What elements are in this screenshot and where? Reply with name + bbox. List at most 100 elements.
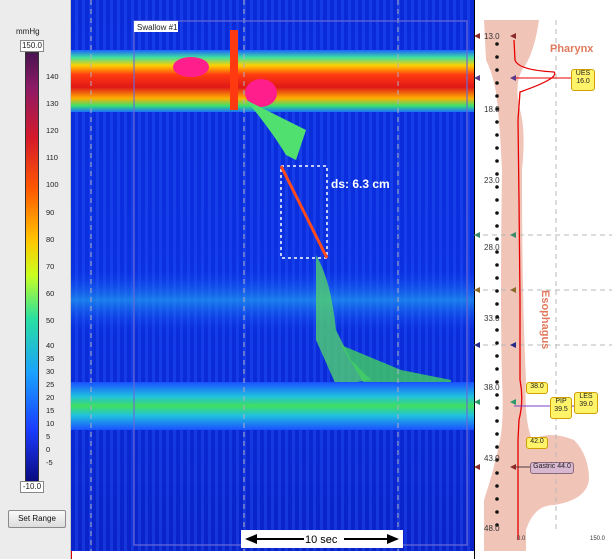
swallow-title: Swallow #1	[137, 23, 178, 32]
colorbar-tick-label: 130	[46, 99, 59, 108]
sensor-dot	[495, 341, 499, 345]
depth-label: 43.0	[484, 454, 500, 463]
anatomy-silhouette	[484, 20, 589, 551]
pip-marker[interactable]: PIP 39.5	[550, 397, 572, 419]
sensor-dot	[495, 185, 499, 189]
swallow-title-bg	[134, 21, 178, 32]
colorbar-tick-label: 50	[46, 316, 55, 325]
arrow-head-left	[245, 534, 257, 544]
sensor-dot	[495, 133, 499, 137]
marker-38[interactable]: 38.0	[526, 382, 548, 394]
pharynx-label: Pharynx	[550, 43, 594, 55]
sensor-dot	[495, 120, 499, 124]
sensor-dot	[495, 380, 499, 384]
colorbar-panel: mmHg 150.0 140 130 120 110 100 90 80 70 60 50 40 35…	[0, 0, 71, 559]
esophagus-label: Esophagus	[539, 290, 551, 349]
ues-marker-value: 16.0	[576, 78, 590, 85]
sensor-dot	[495, 68, 499, 72]
sensor-dot	[495, 276, 499, 280]
colorbar-tick-label: 20	[46, 393, 55, 402]
colorbar-tick-label: 10	[46, 419, 55, 428]
colorbar-tick-label: 15	[46, 406, 55, 415]
sensor-dot	[495, 211, 499, 215]
colorbar-tick-label: 100	[46, 180, 59, 189]
sensor-dot	[495, 445, 499, 449]
les-marker[interactable]: LES 39.0	[574, 392, 598, 414]
min-value-field[interactable]: -10.0	[20, 481, 44, 493]
sensor-dot	[495, 94, 499, 98]
colorbar-tick-label: 30	[46, 367, 55, 376]
sensor-dot	[495, 354, 499, 358]
depth-label: 48.0	[484, 524, 500, 533]
sensor-dot	[495, 315, 499, 319]
sensor-dot	[495, 146, 499, 150]
pip-marker-name: PIP	[555, 398, 567, 405]
sensor-dot	[495, 458, 499, 462]
colorbar-tick-label: 5	[46, 432, 51, 441]
max-value-field[interactable]: 150.0	[20, 40, 44, 52]
set-range-button[interactable]: Set Range	[8, 510, 66, 528]
ds-arrow	[279, 165, 329, 259]
mid-band	[71, 270, 474, 330]
ds-measure-box[interactable]	[280, 165, 328, 259]
sensor-dot	[495, 367, 499, 371]
sensor-dot	[495, 224, 499, 228]
sensor-dot	[495, 432, 499, 436]
contraction-mid	[316, 255, 371, 385]
sensor-triangles	[474, 33, 516, 470]
sensor-dot	[495, 510, 499, 514]
sensor-dot	[495, 198, 499, 202]
unit-label: mmHg	[16, 27, 40, 36]
time-bar-bg	[241, 530, 403, 548]
sensor-dot	[495, 471, 499, 475]
sensor-dot	[495, 81, 499, 85]
arrow-head-right	[387, 534, 399, 544]
pressure-profile-curve	[513, 39, 556, 540]
pressure-topography-plot[interactable]: Swallow #1 ds: 6.3 cm 10 sec	[71, 0, 474, 551]
sensor-dot	[495, 237, 499, 241]
hotspot	[245, 79, 277, 107]
sensor-dot	[495, 393, 499, 397]
depth-label: 38.0	[484, 383, 500, 392]
sensor-dot	[495, 302, 499, 306]
profile-axis-max: 150.0	[590, 536, 606, 542]
hotspot	[173, 57, 209, 77]
sensor-dot	[495, 55, 499, 59]
sensor-dot	[495, 107, 499, 111]
gastric-marker[interactable]: Gastric 44.0	[530, 462, 574, 474]
pip-marker-value: 39.5	[554, 406, 568, 413]
sensor-dot	[495, 159, 499, 163]
colorbar-tick-label: 110	[46, 153, 58, 162]
sensor-dot	[495, 497, 499, 501]
colorbar-tick-label: 0	[46, 445, 51, 454]
sensor-dot	[495, 289, 499, 293]
sensor-dot	[495, 406, 499, 410]
sensor-dot	[495, 484, 499, 488]
colorbar-tick-label: 35	[46, 354, 55, 363]
ues-marker[interactable]: UES 16.0	[571, 69, 595, 91]
marker-42[interactable]: 42.0	[526, 437, 548, 449]
sensor-dot	[495, 250, 499, 254]
depth-label: 18.0	[484, 105, 500, 114]
colorbar-tick-label: 60	[46, 289, 55, 298]
color-scale-bar	[25, 52, 39, 482]
sensor-dot	[495, 419, 499, 423]
depth-label: 23.0	[484, 176, 500, 185]
time-label: 10 sec	[305, 534, 338, 546]
colorbar-tick-label: 25	[46, 380, 55, 389]
colorbar-tick-label: 80	[46, 235, 55, 244]
sensor-dot	[495, 42, 499, 46]
ues-marker-name: UES	[575, 70, 591, 77]
les-marker-name: LES	[579, 393, 593, 400]
sensor-dot	[495, 263, 499, 267]
sensor-dots	[495, 42, 499, 527]
colorbar-tick-label: 140	[46, 72, 59, 81]
swallow-spike	[230, 30, 238, 110]
profile-border	[474, 0, 475, 559]
colorbar-tick-label: 40	[46, 341, 55, 350]
colorbar-tick-label: -5	[46, 458, 53, 467]
profile-axis-min: 0.0	[517, 536, 526, 542]
les-marker-value: 39.0	[579, 401, 593, 408]
colorbar-tick-label: 70	[46, 262, 55, 271]
sensor-dot	[495, 172, 499, 176]
